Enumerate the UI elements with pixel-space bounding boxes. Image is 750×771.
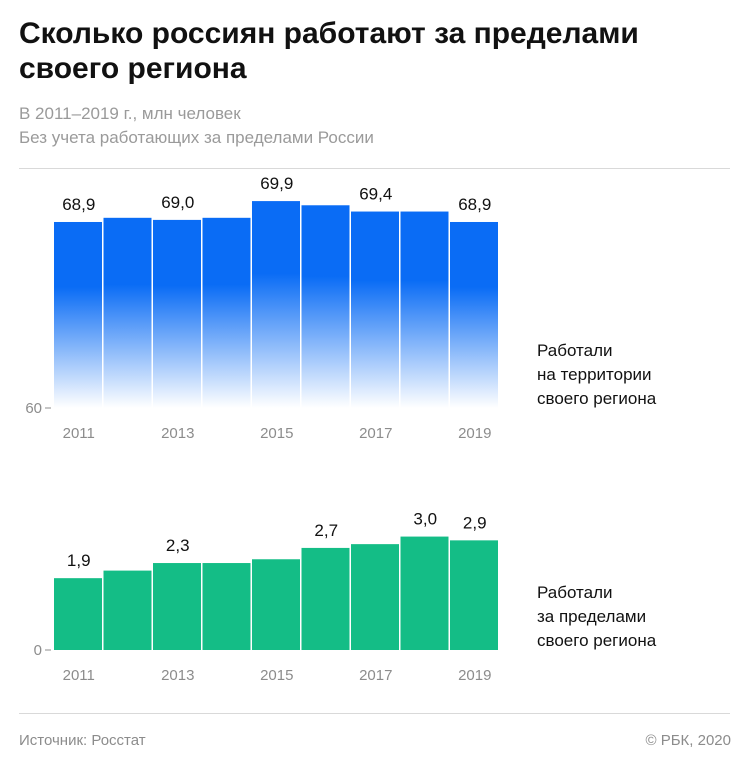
bar xyxy=(450,221,498,408)
bottom-divider xyxy=(19,713,730,714)
chart-within-region: 68,9 2011 69,0 2013 69,9 2015 69,4 2017 68,9 2019… xyxy=(25,174,498,442)
bar xyxy=(252,201,300,408)
bar xyxy=(153,563,201,650)
data-label: 2,9 xyxy=(463,513,487,532)
data-label: 2,7 xyxy=(314,521,338,540)
x-tick-label: 2017 xyxy=(359,667,392,684)
series-label-line: Работали xyxy=(537,341,613,360)
series-label-line: своего региона xyxy=(537,631,657,650)
data-label: 68,9 xyxy=(458,195,491,214)
bar xyxy=(450,540,498,650)
x-tick-label: 2015 xyxy=(260,667,293,684)
data-label: 69,9 xyxy=(260,174,293,193)
series-label-line: за пределами xyxy=(537,607,647,626)
bar xyxy=(103,570,152,650)
data-label: 69,0 xyxy=(161,193,194,212)
x-tick-label: 2015 xyxy=(260,425,293,442)
x-tick-label: 2019 xyxy=(458,425,491,442)
x-tick-label: 2019 xyxy=(458,667,491,684)
bar xyxy=(103,217,152,408)
bar xyxy=(54,221,102,408)
bar xyxy=(301,205,350,408)
bar xyxy=(400,211,449,408)
bar xyxy=(400,536,449,650)
x-tick-label: 2011 xyxy=(63,667,95,684)
series-label-within-region: Работали на территории своего региона xyxy=(537,339,656,411)
y-tick-label: 0 xyxy=(34,642,42,659)
series-label-outside-region: Работали за пределами своего региона xyxy=(537,581,656,653)
series-label-line: Работали xyxy=(537,583,613,602)
bar xyxy=(202,563,251,650)
copyright-note: © РБК, 2020 xyxy=(645,732,731,749)
data-label: 1,9 xyxy=(67,551,91,570)
data-label: 68,9 xyxy=(62,195,95,214)
chart-note: Без учета работающих за пределами России xyxy=(19,128,374,147)
bar xyxy=(301,547,350,650)
data-label: 3,0 xyxy=(413,510,437,529)
x-tick-label: 2013 xyxy=(161,425,194,442)
chart-title: Сколько россиян работают за пределами св… xyxy=(19,17,639,85)
bar xyxy=(252,559,300,650)
chart-outside-region: 1,9 2011 2,3 2013 2015 2,7 2017 3,0 2,9 2019 0 xyxy=(34,510,498,684)
source-note: Источник: Росстат xyxy=(19,732,146,749)
bar xyxy=(351,544,399,650)
series-label-line: на территории xyxy=(537,365,652,384)
y-tick-label: 60 xyxy=(25,400,42,417)
bar xyxy=(54,578,102,650)
data-label: 69,4 xyxy=(359,185,392,204)
chart-subtitle: В 2011–2019 г., млн человек xyxy=(19,104,241,123)
x-tick-label: 2013 xyxy=(161,667,194,684)
data-label: 2,3 xyxy=(166,536,190,555)
series-label-line: своего региона xyxy=(537,389,657,408)
x-tick-label: 2011 xyxy=(63,425,95,442)
bar xyxy=(153,219,201,408)
x-tick-label: 2017 xyxy=(359,425,392,442)
top-divider xyxy=(19,168,730,169)
bar xyxy=(202,217,251,408)
bar xyxy=(351,211,399,408)
